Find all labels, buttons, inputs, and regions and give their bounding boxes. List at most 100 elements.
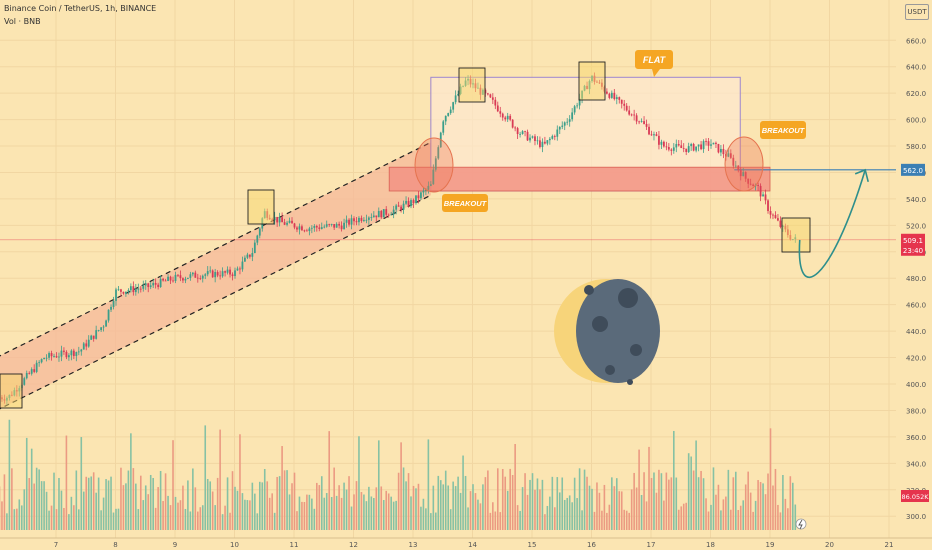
volume-indicator-label: Vol · BNB	[4, 17, 41, 26]
volume-bar	[110, 476, 112, 530]
candle-body	[100, 327, 103, 331]
candle-body	[496, 105, 499, 112]
candle-body	[353, 218, 355, 222]
volume-bar	[360, 492, 363, 530]
candle-body	[546, 140, 549, 144]
candle-body	[655, 134, 658, 136]
volume-bar	[296, 511, 298, 530]
volume-bar	[392, 501, 395, 530]
candle-body	[191, 272, 194, 275]
candle-body	[335, 223, 338, 228]
volume-bar	[73, 505, 75, 530]
x-tick-label: 13	[409, 541, 418, 549]
volume-bar	[487, 470, 489, 530]
volume-bar	[467, 507, 469, 530]
candle-body	[613, 92, 616, 100]
candle-body	[154, 283, 157, 285]
volume-bar	[328, 431, 331, 530]
candle-body	[174, 274, 177, 281]
candle-body	[454, 95, 457, 103]
volume-bar	[135, 483, 137, 530]
candle-body	[536, 140, 539, 142]
volume-bar	[211, 491, 214, 530]
volume-bar	[112, 512, 115, 530]
volume-bar	[546, 505, 549, 530]
volume-bar	[251, 482, 254, 530]
candle-body	[494, 99, 497, 106]
candle-body	[134, 288, 137, 293]
volume-bar	[343, 482, 345, 530]
volume-bar	[353, 494, 355, 530]
volume-bar	[417, 483, 420, 530]
candle-body	[127, 290, 130, 292]
candle-body	[402, 203, 405, 210]
candle-body	[380, 210, 383, 218]
candle-body	[186, 277, 189, 279]
y-tick-label: 420.0	[906, 355, 926, 363]
volume-bar	[221, 514, 224, 530]
volume-bar	[658, 469, 660, 530]
candle-body	[75, 352, 78, 356]
candle-body	[224, 271, 226, 273]
volume-bar	[286, 470, 288, 530]
candle-body	[410, 200, 412, 207]
volume-bar	[197, 511, 199, 530]
volume-bar	[630, 489, 633, 530]
y-tick-label: 340.0	[906, 460, 926, 468]
volume-bar	[45, 491, 48, 530]
volume-bar	[536, 478, 539, 530]
moon-crater	[618, 288, 638, 308]
volume-bar	[201, 505, 204, 530]
candle-body	[720, 148, 722, 153]
volume-bar	[742, 500, 745, 530]
breakout-circle-1	[414, 137, 454, 193]
candle-body	[407, 200, 410, 207]
candle-body	[194, 272, 197, 278]
moon-crater	[584, 285, 594, 295]
volume-bar	[125, 483, 127, 530]
volume-bar	[249, 500, 251, 530]
x-tick-label: 16	[587, 541, 596, 549]
candle-body	[139, 288, 142, 290]
volume-bar	[241, 493, 244, 530]
candle-body	[40, 359, 43, 363]
candle-body	[216, 272, 219, 276]
y-tick-label: 660.0	[906, 37, 926, 45]
volume-bar	[730, 509, 732, 530]
candle-body	[303, 230, 306, 232]
volume-bar	[395, 500, 397, 530]
candle-body	[60, 350, 63, 357]
volume-bar	[239, 434, 241, 530]
candle-body	[50, 353, 53, 357]
candle-body	[251, 253, 254, 257]
candle-body	[541, 141, 544, 148]
volume-bar	[620, 491, 623, 530]
volume-bar	[615, 478, 618, 530]
candle-body	[777, 218, 779, 221]
currency-button[interactable]: USDT	[905, 4, 929, 20]
candle-body	[504, 117, 507, 120]
candle-countdown: 23:40	[903, 247, 923, 255]
candle-body	[514, 127, 517, 129]
candle-body	[43, 357, 45, 360]
candle-body	[315, 226, 318, 228]
candle-body	[179, 275, 182, 279]
candle-body	[291, 220, 293, 224]
candle-body	[209, 270, 212, 272]
volume-bar	[164, 473, 167, 530]
breakout-label-2-bg	[760, 121, 806, 139]
candle-body	[167, 276, 169, 281]
breakout-label-1: BREAKOUT	[444, 199, 488, 208]
volume-bar	[149, 474, 152, 530]
candle-body	[610, 92, 613, 98]
volume-bar	[462, 455, 464, 530]
candle-body	[172, 280, 174, 282]
candle-body	[749, 183, 752, 185]
volume-bar	[25, 437, 28, 530]
candle-body	[45, 357, 48, 359]
candle-body	[737, 165, 740, 171]
level-price-tag-bg	[901, 163, 925, 176]
candle-body	[211, 270, 214, 278]
y-tick-label: 520.0	[906, 222, 926, 230]
